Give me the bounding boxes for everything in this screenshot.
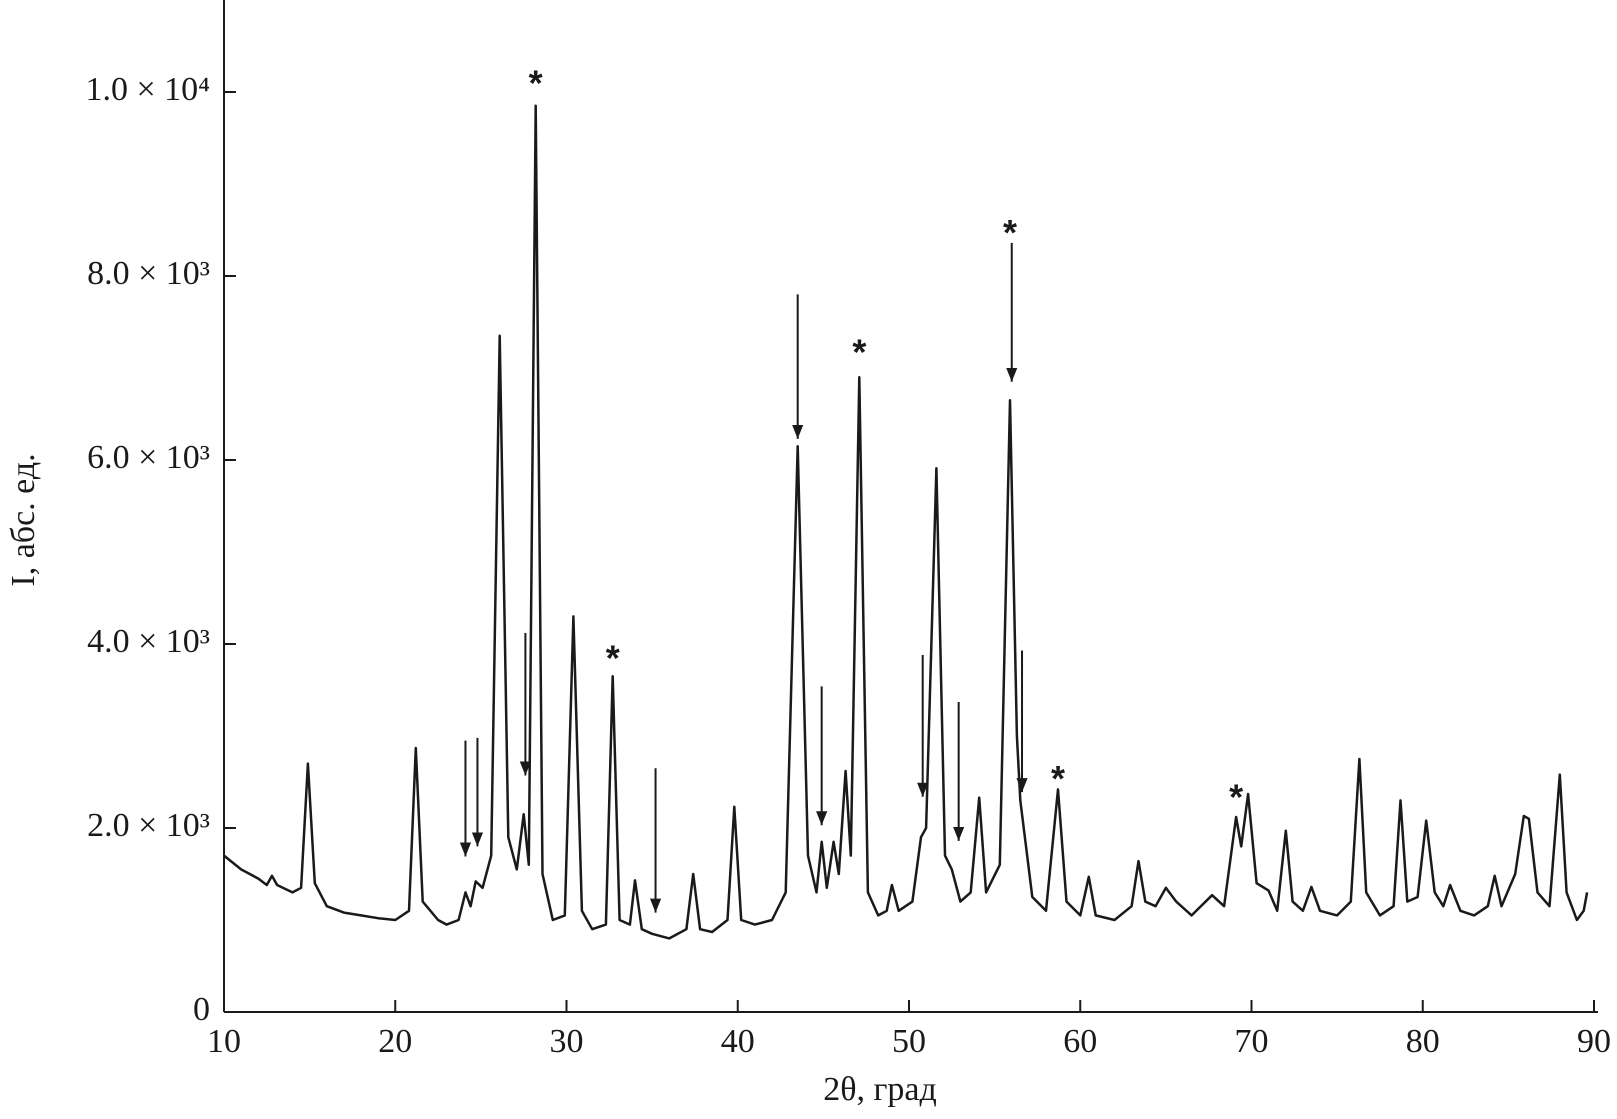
x-tick-label: 20 [378, 1023, 412, 1060]
y-tick-label: 1.0 × 10⁴ [85, 71, 210, 108]
y-tick-label: 4.0 × 10³ [87, 623, 210, 660]
peak-marker: * [1051, 758, 1065, 799]
y-tick-label: 8.0 × 10³ [87, 255, 210, 292]
x-tick-label: 60 [1063, 1023, 1097, 1060]
peak-marker: * [1229, 777, 1243, 818]
x-tick-label: 40 [721, 1023, 755, 1060]
diffraction-line [223, 104, 1589, 940]
y-tick-label: 0 [193, 991, 210, 1028]
y-tick-label: 2.0 × 10³ [87, 807, 210, 844]
x-axis-label: 2θ, град [823, 1071, 937, 1108]
peak-marker: * [1003, 212, 1017, 253]
x-tick-label: 70 [1235, 1023, 1269, 1060]
x-tick-label: 10 [207, 1023, 241, 1060]
peak-marker: * [529, 63, 543, 104]
y-tick-label: 6.0 × 10³ [87, 439, 210, 476]
x-tick-label: 50 [892, 1023, 926, 1060]
peak-marker: * [852, 331, 866, 372]
y-axis-label: I, абс. ед. [5, 453, 42, 586]
x-tick-label: 80 [1406, 1023, 1440, 1060]
x-tick-label: 30 [550, 1023, 584, 1060]
peak-marker: * [606, 638, 620, 679]
x-tick-label: 90 [1577, 1023, 1611, 1060]
